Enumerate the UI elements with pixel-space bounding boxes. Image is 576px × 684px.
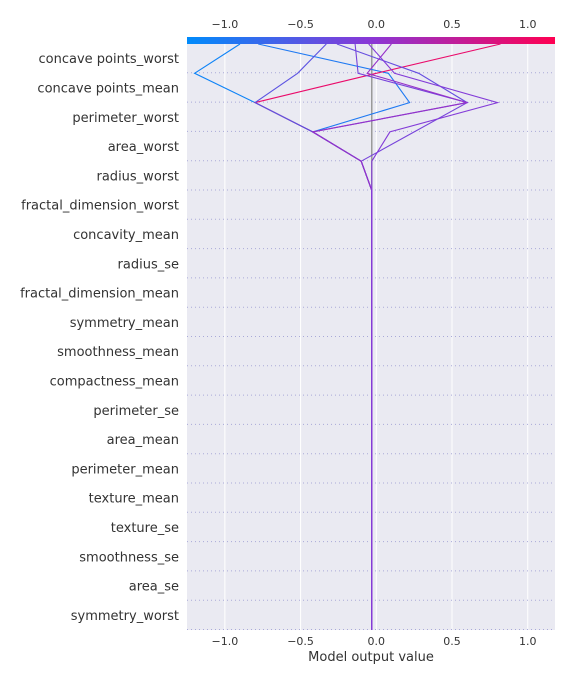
top-tick-label: −1.0	[212, 18, 239, 31]
feature-label: symmetry_mean	[70, 316, 179, 331]
bottom-tick-label: 0.0	[368, 635, 386, 648]
bottom-tick-label: 1.0	[519, 635, 537, 648]
feature-label: concave points_worst	[38, 52, 179, 67]
feature-label: perimeter_se	[93, 404, 179, 419]
feature-label: fractal_dimension_mean	[20, 287, 179, 302]
feature-label: area_se	[129, 580, 179, 595]
series-lines	[193, 43, 501, 630]
bottom-tick-label: −0.5	[287, 635, 314, 648]
x-axis-label: Model output value	[308, 650, 434, 665]
series-line	[368, 43, 500, 630]
feature-label: area_mean	[107, 433, 179, 448]
top-tick-labels: −1.0 −0.5 0.0 0.5 1.0	[212, 18, 537, 31]
feature-label: concavity_mean	[73, 228, 179, 243]
feature-label: texture_se	[111, 521, 179, 536]
feature-label: texture_mean	[89, 492, 179, 507]
bottom-tick-label: 0.5	[443, 635, 461, 648]
feature-label: concave points_mean	[37, 81, 179, 96]
top-tick-label: 1.0	[519, 18, 537, 31]
top-tick-label: −0.5	[287, 18, 314, 31]
feature-label: smoothness_mean	[57, 345, 179, 360]
grid	[224, 44, 529, 630]
feature-label: perimeter_worst	[72, 111, 179, 126]
bottom-tick-label: −1.0	[212, 635, 239, 648]
colorbar	[187, 37, 555, 44]
feature-label: smoothness_se	[79, 550, 179, 565]
feature-label: compactness_mean	[50, 374, 179, 389]
feature-label: symmetry_worst	[71, 609, 179, 624]
top-tick-label: 0.0	[368, 18, 386, 31]
bottom-tick-labels: −1.0 −0.5 0.0 0.5 1.0	[212, 635, 537, 648]
feature-label: fractal_dimension_worst	[21, 199, 179, 214]
row-lines	[187, 72, 555, 630]
feature-label: radius_se	[118, 257, 179, 272]
feature-label: perimeter_mean	[71, 462, 179, 477]
feature-label: radius_worst	[97, 169, 180, 184]
feature-label: area_worst	[108, 140, 179, 155]
top-tick-label: 0.5	[443, 18, 461, 31]
feature-labels: symmetry_worst area_se smoothness_se textur…	[20, 52, 179, 624]
